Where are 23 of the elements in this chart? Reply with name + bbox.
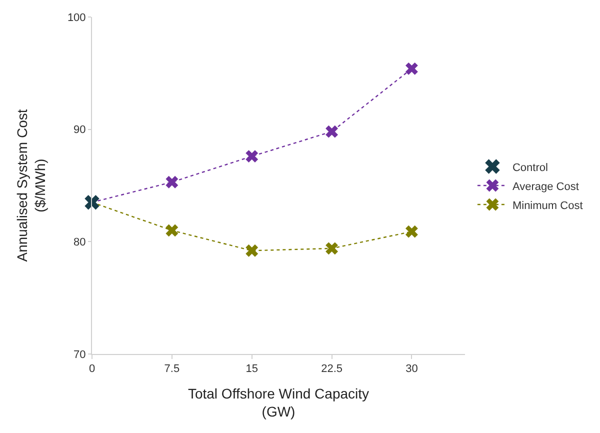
y-tick-label: 70 xyxy=(74,348,86,361)
x-axis-title: Total Offshore Wind Capacity (GW) xyxy=(188,386,370,420)
point xyxy=(246,150,258,163)
y-axis-title: Annualised System Cost ($/MWh) xyxy=(14,109,48,262)
point xyxy=(405,62,418,75)
y-tick-label: 90 xyxy=(74,124,86,136)
x-tick-label: 22.5 xyxy=(321,363,342,376)
x-tick-label: 15 xyxy=(246,363,258,376)
point xyxy=(166,224,178,237)
x-tick-label: 7.5 xyxy=(164,363,180,376)
point xyxy=(246,244,258,257)
y-tick-label: 80 xyxy=(74,236,86,249)
point xyxy=(326,242,338,255)
x-tick-label: 30 xyxy=(406,363,418,376)
point xyxy=(166,176,178,188)
point xyxy=(84,194,100,210)
point xyxy=(405,225,418,238)
legend-label: Average Cost xyxy=(512,180,579,193)
legend-label: Control xyxy=(512,162,548,174)
legend-label: Minimum Cost xyxy=(512,200,583,212)
point xyxy=(326,125,338,138)
y-tick-label: 100 xyxy=(67,12,86,24)
x-tick-label: 0 xyxy=(88,363,96,376)
